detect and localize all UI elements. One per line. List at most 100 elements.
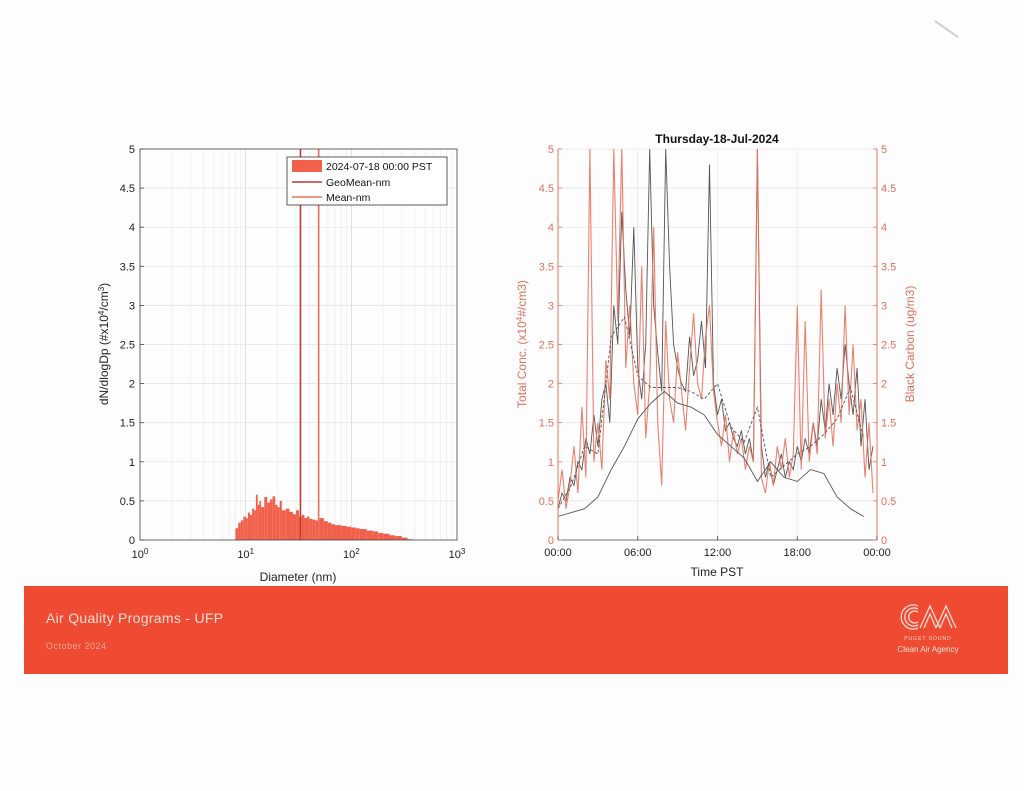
right-y-tick-label: 2.5 [881,340,896,352]
histogram-bar [351,527,356,540]
histogram-bar [252,508,255,540]
histogram-bar [235,528,239,540]
y-tick-label: 3.5 [120,261,135,273]
y-tick-label: 5 [129,144,135,156]
legend: 2024-07-18 00:00 PST GeoMean-nm Mean-nm [286,156,448,206]
histogram-bar [277,507,280,540]
histogram-bar [301,514,305,540]
histogram-bar [372,531,379,540]
histogram-bar [281,510,286,540]
black-carbon-hourly-mean-line [557,390,864,517]
x-tick-label: 06:00 [624,547,652,559]
y-tick-label: 0 [129,535,135,547]
right-y-tick-label: 4 [881,222,887,234]
histogram-bar [327,522,332,540]
histogram-bar [250,514,253,540]
histogram-bar [243,516,246,540]
x-axis-label: Time PST [691,565,745,579]
x-tick-label: 18:00 [783,547,811,559]
y-tick-label: 0.5 [120,496,135,508]
right-y-tick-label: 0.5 [881,496,896,508]
histogram-bar [255,494,258,540]
right-y-axis-label: Black Carbon (ug/m3) [903,286,917,403]
histogram-bar [341,525,347,540]
right-y-tick-label: 3.5 [881,261,896,273]
left-y-tick-label: 2 [548,379,554,391]
y-tick-label: 2 [129,379,135,391]
histogram-bar [395,536,402,540]
x-axis-label: Diameter (nm) [260,570,337,584]
right-y-tick-label: 3 [881,300,887,312]
histogram-bar [275,504,278,540]
size-distribution-bars [235,494,413,540]
mean-lines [299,149,320,540]
histogram-bar [240,520,244,540]
left-y-axis-label: Total Conc. (x104#/cm3) [515,280,530,408]
histogram-bar [323,521,328,540]
histogram-bar [389,535,396,540]
histogram-bar [366,530,373,540]
histogram-bar [261,507,265,540]
right-chart-right-y-ticks: 0 0.5 1 1.5 2 2.5 3 3.5 4 4.5 5 [873,144,896,547]
left-y-tick-label: 5 [548,144,554,156]
legend-item-geomean: GeoMean-nm [326,177,390,189]
left-y-tick-label: 1 [548,457,554,469]
histogram-bar [254,510,256,540]
x-tick-label: 00:00 [863,547,891,559]
left-chart-y-ticks: 0 0.5 1 1.5 2 2.5 3 3.5 4 4.5 5 [120,144,144,547]
size-distribution-chart: 00.511.522.533.544.55 100 101 102 103 Diame… [97,144,466,584]
histogram-bar [264,496,268,540]
banner-title: Air Quality Programs - UFP [46,610,224,626]
legend-swatch-bars [292,160,322,172]
histogram-bar [272,496,276,540]
logo-subtitle: PUGET SOUND [904,636,952,642]
left-y-tick-label: 4 [548,222,554,234]
histogram-bar [355,528,360,540]
histogram-bar [312,519,316,540]
histogram-bar [267,502,271,540]
total-conc-hourly-mean-dashed-line [557,315,865,509]
y-tick-label: 4.5 [120,183,135,195]
right-y-tick-label: 4.5 [881,183,896,195]
histogram-bar [334,525,342,540]
right-y-tick-label: 0 [881,535,887,547]
left-y-tick-label: 0 [548,535,554,547]
histogram-bar [292,514,297,540]
histogram-bar [401,537,408,540]
histogram-bar [359,529,367,540]
banner-date: October 2024 [46,641,107,651]
y-tick-label: 4 [129,222,135,234]
legend-item-bars: 2024-07-18 00:00 PST [326,161,433,173]
time-series-chart: 0 0.5 1 1.5 2 2.5 3 3.5 4 4.5 5 0 0.5 1 1.5 2 2.5 3 3.5 4 4… [515,132,918,579]
legend-item-mean: Mean-nm [326,192,371,204]
logo-agency-name: Clean Air Agency [897,645,959,654]
x-tick-label: 00:00 [544,547,572,559]
caa-logo-icon [900,604,957,630]
right-chart-x-ticks: 00:00 06:00 12:00 18:00 00:00 [544,536,891,559]
histogram-bar [257,504,260,540]
black-carbon-line [557,148,874,509]
left-y-tick-label: 1.5 [539,418,554,430]
right-y-tick-label: 1 [881,457,887,469]
left-y-tick-label: 3 [548,300,554,312]
right-y-tick-label: 5 [881,144,887,156]
histogram-bar [304,518,307,540]
y-tick-label: 1 [129,457,135,469]
chart-title: Thursday-18-Jul-2024 [655,132,779,146]
histogram-bar [279,500,282,540]
total-conc-raw-line [557,148,874,509]
histogram-bar [285,508,290,540]
left-y-tick-label: 3.5 [539,261,554,273]
histogram-bar [306,516,310,540]
right-chart-left-y-ticks: 0 0.5 1 1.5 2 2.5 3 3.5 4 4.5 5 [539,144,562,547]
histogram-bar [309,518,313,540]
histogram-bar [331,524,335,540]
x-tick-label: 12:00 [704,547,732,559]
left-y-tick-label: 0.5 [539,496,554,508]
histogram-bar [245,518,248,540]
right-y-tick-label: 2 [881,379,887,391]
left-y-tick-label: 4.5 [539,183,554,195]
histogram-bar [346,526,352,540]
histogram-bar [296,510,300,540]
